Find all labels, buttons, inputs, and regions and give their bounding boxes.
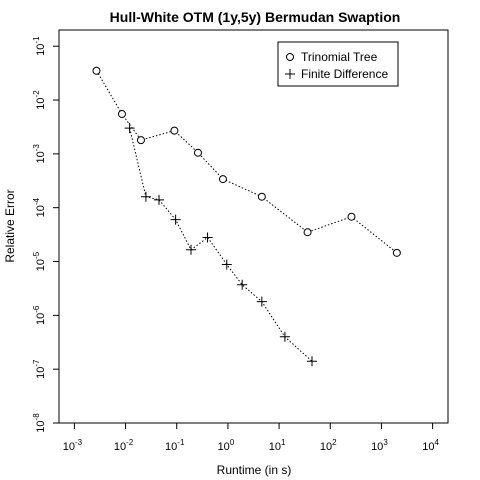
x-tick-label: 101 bbox=[269, 438, 286, 453]
y-tick-label-exponent: -2 bbox=[32, 90, 41, 98]
data-point-circle bbox=[257, 192, 266, 201]
y-tick-label: 10-8 bbox=[32, 413, 47, 433]
y-axis: 10-110-210-310-410-510-610-710-8 bbox=[32, 36, 59, 433]
x-axis: 10-3 10-2 10-1 100 101 102 103 104 bbox=[63, 423, 439, 453]
series-line-1 bbox=[129, 128, 313, 362]
y-tick-label-base: 10 bbox=[35, 313, 47, 325]
x-tick-label: 104 bbox=[422, 438, 439, 453]
x-tick-label: 102 bbox=[320, 438, 337, 453]
y-tick-label-base: 10 bbox=[35, 97, 47, 109]
x-tick-label-exponent: -1 bbox=[177, 438, 185, 447]
x-tick-label-exponent: -3 bbox=[75, 438, 83, 447]
chart-title: Hull-White OTM (1y,5y) Bermudan Swaption bbox=[110, 9, 401, 25]
x-tick-label-base: 10 bbox=[165, 441, 177, 453]
y-tick-label: 10-3 bbox=[32, 144, 47, 164]
data-point-circle bbox=[193, 148, 202, 157]
data-point-plus bbox=[153, 194, 164, 205]
x-tick-label-exponent: 2 bbox=[332, 438, 337, 447]
y-tick-label: 10-2 bbox=[32, 90, 47, 110]
data-point-circle bbox=[347, 212, 356, 221]
data-point-circle bbox=[136, 136, 145, 145]
series-line-0 bbox=[96, 70, 398, 254]
data-point-plus bbox=[202, 232, 213, 243]
y-tick-label-base: 10 bbox=[35, 367, 47, 379]
data-point-plus bbox=[124, 123, 135, 134]
x-tick-label-exponent: 3 bbox=[383, 438, 388, 447]
data-point-circle bbox=[303, 228, 312, 237]
y-tick-label-exponent: -7 bbox=[32, 359, 41, 367]
data-point-plus bbox=[307, 356, 318, 367]
data-point-plus bbox=[186, 244, 197, 255]
data-point-plus bbox=[221, 259, 232, 270]
x-axis-label: Runtime (in s) bbox=[217, 463, 292, 477]
y-tick-label-exponent: -1 bbox=[32, 36, 41, 44]
y-tick-label-exponent: -6 bbox=[32, 305, 41, 313]
y-tick-label-exponent: -3 bbox=[32, 144, 41, 152]
data-point-plus bbox=[140, 191, 151, 202]
x-tick-label-base: 10 bbox=[269, 441, 281, 453]
plot-frame bbox=[58, 29, 449, 424]
x-tick-label-exponent: 0 bbox=[230, 438, 235, 447]
x-tick-label: 10-2 bbox=[114, 438, 134, 453]
y-tick-label: 10-5 bbox=[32, 251, 47, 271]
data-point-plus bbox=[237, 279, 248, 290]
y-tick-label-base: 10 bbox=[35, 259, 47, 271]
x-tick-label: 100 bbox=[218, 438, 235, 453]
x-tick-label-base: 10 bbox=[114, 441, 126, 453]
data-point-circle bbox=[218, 175, 227, 184]
x-tick-label: 10-3 bbox=[63, 438, 83, 453]
data-point-plus bbox=[279, 331, 290, 342]
data-point-circle bbox=[92, 66, 101, 75]
data-point-circle bbox=[392, 248, 401, 257]
legend-circle-marker bbox=[286, 53, 294, 61]
legend-box bbox=[277, 41, 399, 87]
x-tick-label-base: 10 bbox=[218, 441, 230, 453]
y-tick-label-base: 10 bbox=[35, 205, 47, 217]
data-point-plus bbox=[170, 214, 181, 225]
x-tick-label-exponent: -2 bbox=[126, 438, 134, 447]
y-tick-label: 10-7 bbox=[32, 359, 47, 379]
x-tick-label-exponent: 4 bbox=[434, 438, 439, 447]
data-point-plus bbox=[256, 296, 267, 307]
y-tick-label-base: 10 bbox=[35, 151, 47, 163]
y-tick-label-base: 10 bbox=[35, 420, 47, 432]
y-tick-label-exponent: -4 bbox=[32, 197, 41, 205]
legend-plus-marker bbox=[285, 69, 295, 79]
legend-finite-difference: Finite Difference bbox=[301, 67, 388, 81]
x-tick-label-base: 10 bbox=[422, 441, 434, 453]
x-tick-label-base: 10 bbox=[320, 441, 332, 453]
x-tick-label-base: 10 bbox=[371, 441, 383, 453]
y-tick-label-exponent: -5 bbox=[32, 251, 41, 259]
data-point-circle bbox=[117, 110, 126, 119]
x-tick-label-base: 10 bbox=[63, 441, 75, 453]
y-tick-label: 10-4 bbox=[32, 197, 47, 217]
data-point-circle bbox=[170, 126, 179, 135]
y-tick-label: 10-1 bbox=[32, 36, 47, 56]
series-layer bbox=[92, 66, 401, 367]
legend: Trinomial Tree Finite Difference bbox=[277, 41, 399, 87]
x-tick-label: 103 bbox=[371, 438, 388, 453]
y-tick-label-exponent: -8 bbox=[32, 413, 41, 421]
y-axis-label: Relative Error bbox=[3, 189, 17, 262]
y-tick-label: 10-6 bbox=[32, 305, 47, 325]
x-tick-label-exponent: 1 bbox=[281, 438, 286, 447]
x-tick-label: 10-1 bbox=[165, 438, 185, 453]
legend-trinomial-tree: Trinomial Tree bbox=[301, 50, 378, 64]
y-tick-label-base: 10 bbox=[35, 44, 47, 56]
